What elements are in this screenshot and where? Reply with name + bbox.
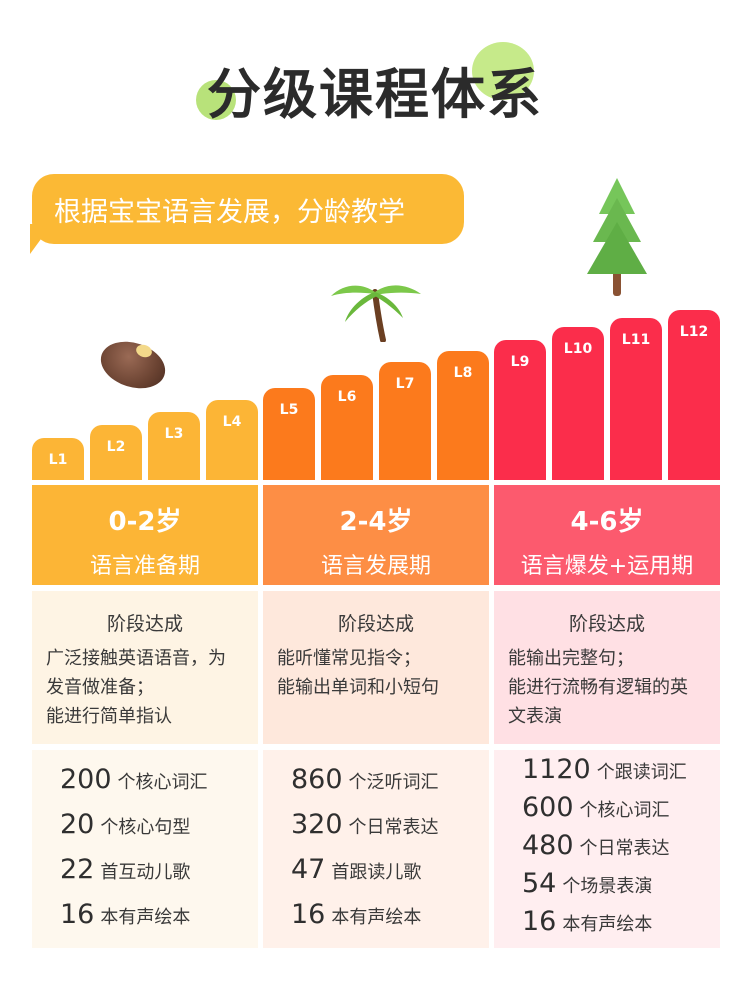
level-bar-l4: L4 [206,400,258,480]
stat-label: 个核心词汇 [579,800,670,821]
stat-label: 本有声绘本 [100,907,191,928]
stat-row: 600 个核心词汇 [522,792,720,830]
achievement-line: 能输出单词和小短句 [277,677,439,698]
stage-name: 语言准备期 [89,554,200,579]
stats-cell-2-4: 860 个泛听词汇 320 个日常表达 47 首跟读儿歌 16 本有声绘本 [263,750,489,948]
level-bar-l9: L9 [494,340,546,480]
stat-row: 320 个日常表达 [291,809,489,854]
stat-label: 个跟读词汇 [596,762,687,783]
level-bar-l10: L10 [552,327,604,480]
level-bar-l2: L2 [90,425,142,480]
achievement-line: 能输出完整句； [508,648,634,669]
age-range: 0-2岁 [108,507,182,537]
palm-tree-icon [331,285,421,342]
stat-row: 16 本有声绘本 [60,899,258,944]
stat-row: 480 个日常表达 [522,830,720,868]
level-label: L8 [453,365,473,381]
achievement-title: 阶段达成 [568,613,645,635]
stat-row: 16 本有声绘本 [522,906,720,944]
stat-row: 1120 个跟读词汇 [522,754,720,792]
stat-row: 200 个核心词汇 [60,764,258,809]
stat-row: 860 个泛听词汇 [291,764,489,809]
stat-label: 个日常表达 [579,838,670,859]
stats-cell-0-2: 200 个核心词汇 20 个核心句型 22 首互动儿歌 16 本有声绘本 [32,750,258,948]
stat-row: 20 个核心句型 [60,809,258,854]
stats-cell-4-6: 1120 个跟读词汇 600 个核心词汇 480 个日常表达 54 个场景表演 16 本有… [494,750,720,948]
page-title: 分级课程体系 [207,63,543,126]
stat-label: 首互动儿歌 [100,862,191,883]
level-bar-l3: L3 [148,412,200,480]
level-label: L6 [337,389,357,405]
stat-number: 860 [291,764,343,795]
stat-label: 本有声绘本 [562,914,653,935]
stat-label: 首跟读儿歌 [331,862,422,883]
stat-number: 54 [522,868,557,899]
level-label: L4 [222,414,242,430]
level-label: L9 [510,354,530,370]
level-label: L10 [563,341,593,357]
achievement-cell-0-2: 阶段达成 广泛接触英语语音，为 发音做准备； 能进行简单指认 [32,591,258,744]
level-bar-l1: L1 [32,438,84,480]
age-range: 2-4岁 [339,507,413,537]
achievement-line: 发音做准备； [46,677,154,698]
level-bar-l6: L6 [321,375,373,480]
level-label: L12 [679,324,709,340]
stat-label: 个场景表演 [562,876,653,897]
achievement-line: 能进行流畅有逻辑的英 [508,677,688,698]
achievement-line: 能进行简单指认 [46,706,172,727]
bean-icon [94,333,172,397]
level-bar-l5: L5 [263,388,315,480]
achievement-title: 阶段达成 [337,613,414,635]
stat-number: 16 [291,899,326,930]
level-label: L2 [106,439,126,455]
level-bar-l8: L8 [437,351,489,480]
stat-row: 16 本有声绘本 [291,899,489,944]
achievement-line: 文表演 [508,706,562,727]
stat-number: 16 [60,899,95,930]
achievement-title: 阶段达成 [106,613,183,635]
age-header-4-6: 4-6岁 语言爆发+运用期 [494,485,720,585]
level-bar-l11: L11 [610,318,662,480]
stat-row: 47 首跟读儿歌 [291,854,489,899]
age-header-2-4: 2-4岁 语言发展期 [263,485,489,585]
stat-number: 47 [291,854,326,885]
achievement-cell-4-6: 阶段达成 能输出完整句； 能进行流畅有逻辑的英 文表演 [494,591,720,744]
achievement-cell-2-4: 阶段达成 能听懂常见指令； 能输出单词和小短句 [263,591,489,744]
level-bar-l12: L12 [668,310,720,480]
stat-label: 本有声绘本 [331,907,422,928]
age-header-0-2: 0-2岁 语言准备期 [32,485,258,585]
stat-number: 600 [522,792,574,823]
level-label: L7 [395,376,415,392]
speech-banner: 根据宝宝语言发展，分龄教学 [32,174,464,244]
stage-name: 语言爆发+运用期 [520,554,694,579]
stat-label: 个核心词汇 [117,772,208,793]
title-decoration-blob [196,80,236,120]
stat-number: 1120 [522,754,591,785]
stat-label: 个日常表达 [348,817,439,838]
stat-number: 16 [522,906,557,937]
stat-row: 22 首互动儿歌 [60,854,258,899]
stat-number: 480 [522,830,574,861]
level-label: L1 [48,452,68,468]
level-label: L5 [279,402,299,418]
age-range: 4-6岁 [570,507,644,537]
stat-label: 个泛听词汇 [348,772,439,793]
stat-label: 个核心句型 [100,817,191,838]
stat-number: 200 [60,764,112,795]
pine-tree-icon [587,178,647,296]
title-decoration-blob [472,42,534,100]
stat-number: 320 [291,809,343,840]
achievement-line: 广泛接触英语语音，为 [46,648,226,669]
stage-name: 语言发展期 [320,554,431,579]
level-bar-l7: L7 [379,362,431,480]
stat-number: 22 [60,854,95,885]
level-label: L11 [621,332,651,348]
achievement-line: 能听懂常见指令； [277,648,421,669]
stat-number: 20 [60,809,95,840]
stat-row: 54 个场景表演 [522,868,720,906]
level-label: L3 [164,426,184,442]
